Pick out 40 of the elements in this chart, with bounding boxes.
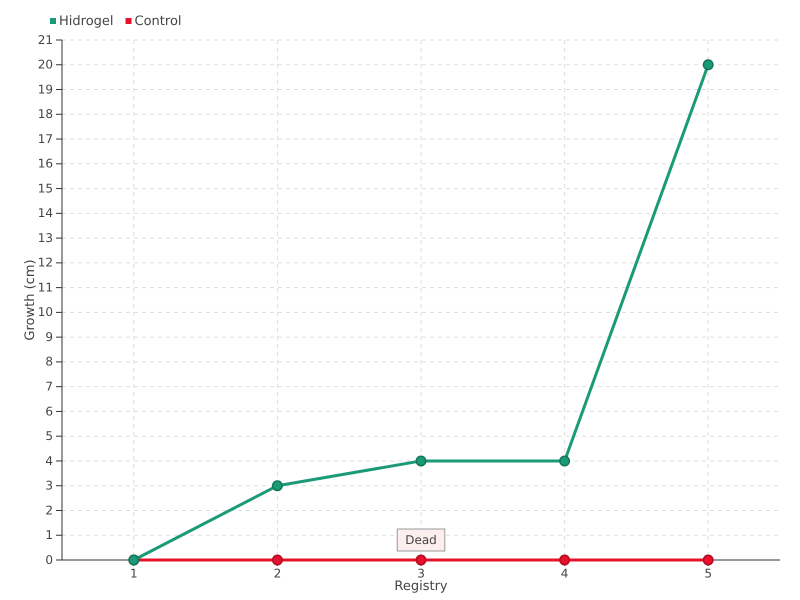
point [702, 554, 714, 566]
x-tick-label: 2 [274, 566, 282, 581]
y-tick-label: 12 [38, 256, 53, 270]
y-tick-label: 13 [38, 230, 53, 245]
point [559, 455, 570, 466]
point [416, 455, 426, 466]
point [272, 554, 283, 566]
y-tick-label: 7 [45, 380, 53, 394]
y-tick-label: 17 [38, 132, 53, 146]
y-tick-label: 14 [38, 206, 53, 220]
legend-label: Hidrogel [59, 14, 114, 29]
point [559, 554, 570, 566]
y-tick-label: 2 [45, 503, 53, 518]
y-tick-label: 19 [38, 82, 53, 96]
y-tick-label: 5 [45, 429, 53, 444]
x-tick-label: 5 [704, 566, 712, 581]
x-tick-label: 1 [130, 566, 138, 581]
y-tick-label: 4 [45, 454, 53, 468]
x-tick-label: 3 [417, 566, 425, 581]
annotation: Dead [405, 533, 437, 547]
y-tick-label: 9 [45, 330, 53, 344]
y-tick-label: 0 [45, 552, 53, 567]
x-axis-title: Registry [394, 579, 448, 594]
y-tick-label: 18 [38, 107, 53, 122]
y-tick-label: 16 [38, 156, 53, 171]
point [416, 554, 426, 566]
y-tick-label: 10 [38, 305, 53, 320]
y-tick-label: 20 [38, 58, 53, 72]
y-tick-label: 6 [45, 404, 53, 418]
point [272, 480, 283, 492]
y-tick-label: 21 [38, 32, 53, 47]
y-tick-label: 3 [45, 478, 53, 493]
y-tick-label: 8 [45, 354, 53, 369]
y-axis-title: Growth (cm) [23, 259, 38, 341]
legend-label: Control [134, 14, 182, 29]
point [702, 59, 714, 70]
y-tick-label: 11 [38, 280, 53, 294]
y-tick-label: 15 [38, 181, 53, 196]
y-tick-label: 1 [45, 528, 53, 542]
x-tick-label: 4 [560, 566, 568, 581]
